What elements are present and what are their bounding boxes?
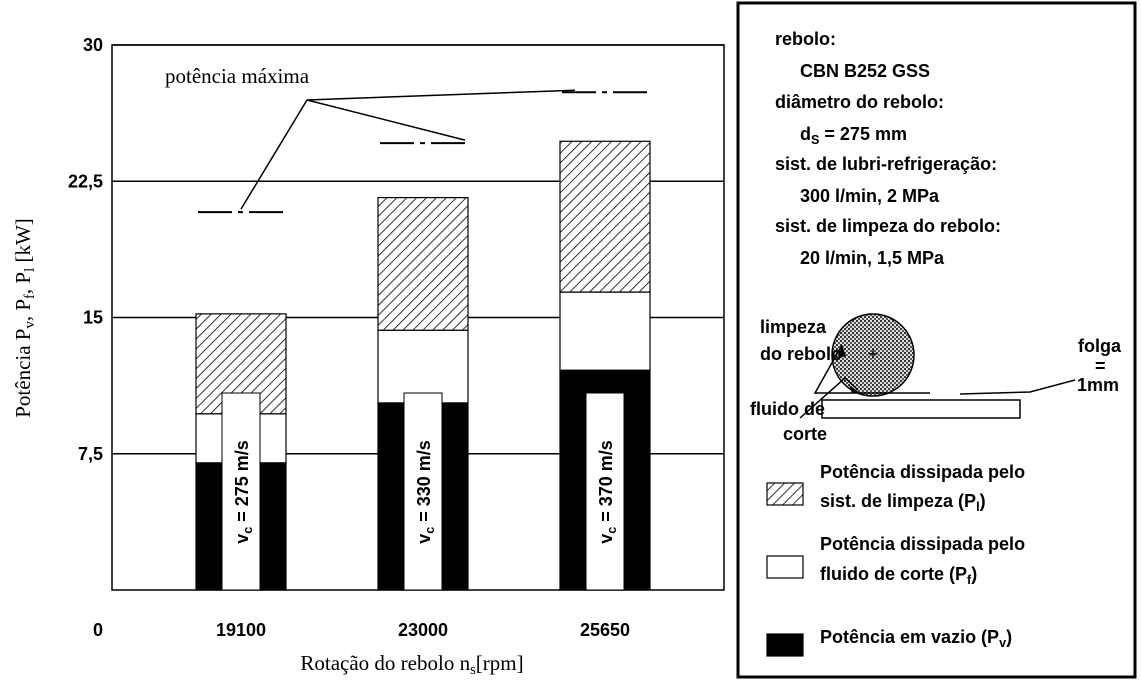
text-part: ): [1006, 627, 1012, 647]
diagram-label: 1mm: [1077, 375, 1119, 395]
text-part: fluido de corte (P: [820, 564, 967, 584]
text-part: = 275 m/s: [232, 440, 252, 527]
bar-segment: [559, 140, 651, 293]
text-part: [kW]: [11, 218, 35, 268]
subscript: c: [241, 527, 255, 534]
text-part: = 370 m/s: [596, 440, 616, 527]
subscript: l: [976, 500, 980, 514]
workpiece: [821, 399, 1021, 419]
diagram-label: fluido de: [750, 399, 825, 419]
y-axis-label: Potência Pv, Pf, Pl [kW]: [11, 218, 38, 418]
bar-label: vc = 275 m/s: [232, 440, 255, 544]
text-part: ): [971, 564, 977, 584]
subscript: v: [999, 636, 1006, 650]
x-tick-label: 23000: [398, 620, 448, 640]
text-part: Potência dissipada pelo: [820, 462, 1025, 482]
wheel-center: +: [868, 344, 879, 364]
subscript: v: [22, 321, 38, 329]
bar-label-box: [221, 392, 261, 591]
text-part: sist. de limpeza do rebolo:: [775, 216, 1001, 236]
text-part: 20 l/min, 1,5 MPa: [800, 248, 945, 268]
subscript: f: [22, 294, 38, 299]
arrow-head: [849, 385, 860, 393]
subscript: c: [423, 527, 437, 534]
y-tick-label: 30: [83, 35, 103, 55]
annotation-line: [306, 89, 576, 101]
y-tick-label: 15: [83, 308, 103, 328]
text-part: sist. de lubri-refrigeração:: [775, 154, 997, 174]
text-part: = 275 mm: [819, 124, 907, 144]
legend-label: fluido de corte (Pf): [820, 564, 977, 587]
text-part: CBN B252 GSS: [800, 61, 930, 81]
info-text: 300 l/min, 2 MPa: [800, 186, 940, 206]
annotation-line: [240, 99, 308, 210]
text-part: 300 l/min, 2 MPa: [800, 186, 940, 206]
text-part: v: [414, 534, 434, 544]
diagram-label: corte: [783, 424, 827, 444]
text-part: v: [596, 534, 616, 544]
y-tick-label: 22,5: [68, 171, 103, 191]
text-part: = 330 m/s: [414, 440, 434, 527]
text-part: , P: [11, 299, 35, 321]
subscript: c: [605, 527, 619, 534]
x-axis-label: Rotação do rebolo ns[rpm]: [300, 651, 523, 678]
bar-label: vc = 330 m/s: [414, 440, 437, 544]
bar-segment: [377, 197, 469, 331]
legend-swatch: [766, 482, 804, 506]
text-part: rebolo:: [775, 29, 836, 49]
legend: rebolo: CBN B252 GSS diâmetro do rebolo: dS…: [750, 29, 1122, 657]
diagram-label: folga: [1078, 336, 1122, 356]
cleaning-arrow: [813, 344, 930, 394]
info-text: rebolo:: [775, 29, 836, 49]
text-part: ): [980, 491, 986, 511]
legend-label: Potência dissipada pelo: [820, 462, 1025, 482]
y-tick-label: 0: [93, 620, 103, 640]
subscript: l: [22, 268, 38, 272]
subscript: s: [470, 662, 476, 678]
diagram-label: =: [1095, 356, 1106, 376]
diagram-label: do rebolo: [760, 344, 842, 364]
annotation: potência máxima: [165, 64, 310, 88]
text-part: v: [232, 534, 252, 544]
text-part: diâmetro do rebolo:: [775, 92, 944, 112]
info-text: 20 l/min, 1,5 MPa: [800, 248, 945, 268]
bar-label: vc = 370 m/s: [596, 440, 619, 544]
x-tick-label: 25650: [580, 620, 630, 640]
arrow-head: [838, 345, 846, 358]
y-tick-label: 7,5: [78, 444, 103, 464]
bar-segment: [559, 291, 651, 371]
bar-label-box: [403, 392, 443, 591]
info-text: sist. de limpeza do rebolo:: [775, 216, 1001, 236]
wheel: [831, 313, 915, 397]
info-text: diâmetro do rebolo:: [775, 92, 944, 112]
legend-swatch: [766, 555, 804, 579]
gap-arrow: [959, 379, 1076, 395]
legend-label: Potência em vazio (Pv): [820, 627, 1012, 650]
info-text: CBN B252 GSS: [800, 61, 930, 81]
annotation-line: [306, 99, 466, 141]
legend-label: Potência dissipada pelo: [820, 534, 1025, 554]
text-part: Potência P: [11, 329, 35, 418]
text-part: [rpm]: [476, 651, 524, 675]
text-part: , P: [11, 272, 35, 294]
fluid-arrow: [799, 376, 859, 419]
text-part: sist. de limpeza (P: [820, 491, 976, 511]
legend-swatch: [766, 633, 804, 657]
subscript: S: [811, 133, 819, 147]
text-part: Potência dissipada pelo: [820, 534, 1025, 554]
text-part: d: [800, 124, 811, 144]
legend-label: sist. de limpeza (Pl): [820, 491, 986, 514]
subscript: f: [967, 573, 972, 587]
text-part: Rotação do rebolo n: [300, 651, 470, 675]
x-tick-label: 19100: [216, 620, 266, 640]
bar-label-box: [585, 392, 625, 591]
legend-frame: [736, 1, 1137, 679]
text-part: Potência em vazio (P: [820, 627, 999, 647]
info-text: dS = 275 mm: [800, 124, 907, 147]
diagram-label: limpeza: [760, 317, 827, 337]
bar-segment: [377, 329, 469, 404]
info-text: sist. de lubri-refrigeração:: [775, 154, 997, 174]
